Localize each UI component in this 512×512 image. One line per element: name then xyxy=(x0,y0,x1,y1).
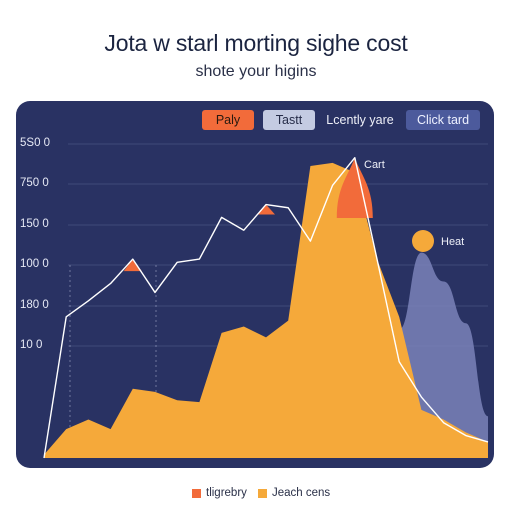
annotation-label: Heat xyxy=(441,236,464,248)
legend-item: tligrebry xyxy=(192,487,247,499)
legend: tligrebry Jeach cens xyxy=(0,487,512,501)
y-tick-label: 5S0 0 xyxy=(20,137,51,149)
y-tick-label: 180 0 xyxy=(20,299,49,311)
legend-swatch xyxy=(192,488,201,498)
y-tick-label: 150 0 xyxy=(20,218,49,230)
y-tick-label: 10 0 xyxy=(20,339,43,351)
tab-play[interactable]: Paly xyxy=(202,110,254,130)
peak-marker xyxy=(257,204,275,215)
y-tick-label: 750 0 xyxy=(20,177,49,189)
legend-label: Jeach cens xyxy=(272,487,331,499)
tab-legend[interactable]: Lcently yare xyxy=(326,113,394,127)
tab-test[interactable]: Tastt xyxy=(263,110,315,130)
heat-marker xyxy=(412,230,434,252)
y-tick-label: 100 0 xyxy=(20,258,49,270)
chart-title: Jota w starl morting sighe cost xyxy=(104,30,408,56)
legend-label: tligrebry xyxy=(206,487,247,499)
tab-click-card[interactable]: Click tard xyxy=(406,110,480,130)
peak-marker xyxy=(336,158,373,218)
legend-item: Jeach cens xyxy=(258,487,330,499)
peak-marker xyxy=(123,259,142,272)
chart-subtitle: shote your higins xyxy=(195,63,317,80)
area-series xyxy=(44,162,488,459)
chart-tab-bar: Paly Tastt Lcently yare Click tard xyxy=(0,110,512,132)
legend-swatch xyxy=(258,488,267,498)
annotation-label: Cart xyxy=(364,159,385,171)
